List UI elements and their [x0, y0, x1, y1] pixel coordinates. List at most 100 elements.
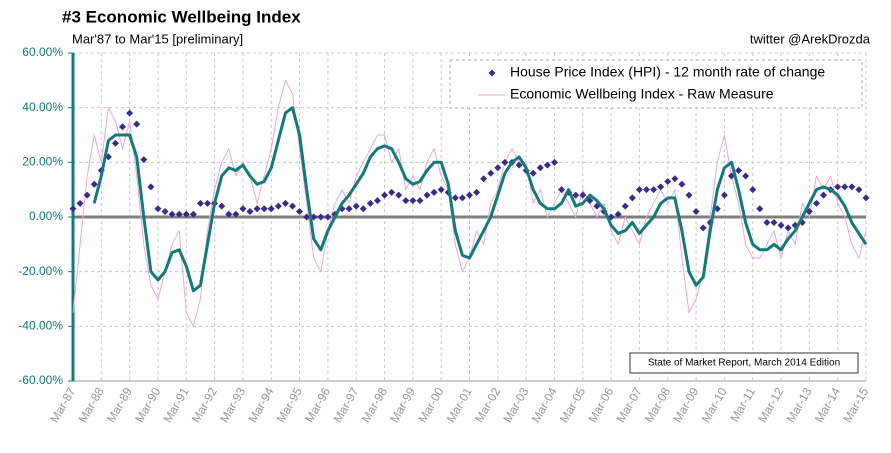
- data-point: [699, 224, 707, 232]
- data-point: [692, 208, 700, 216]
- x-tick-label: Mar-13: [784, 385, 815, 425]
- y-tick-label: 20.00%: [22, 155, 63, 169]
- data-point: [494, 164, 502, 172]
- data-point: [189, 210, 197, 218]
- data-point: [83, 191, 91, 199]
- data-point: [402, 197, 410, 205]
- chart-title: #3 Economic Wellbeing Index: [62, 7, 301, 26]
- data-point: [317, 213, 325, 221]
- data-point: [69, 205, 77, 213]
- x-tick-label: Mar-90: [132, 385, 163, 425]
- data-point: [281, 199, 289, 207]
- data-point: [373, 197, 381, 205]
- series-line: [92, 106, 868, 293]
- y-tick-label: -20.00%: [18, 264, 63, 278]
- x-tick-label: Mar-03: [500, 385, 531, 425]
- annotation: State of Market Report, March 2014 Editi…: [648, 358, 840, 369]
- data-point: [473, 188, 481, 196]
- y-tick-label: -40.00%: [18, 319, 63, 333]
- x-tick-label: Mar-11: [727, 385, 758, 424]
- data-point: [643, 186, 651, 194]
- data-point: [423, 191, 431, 199]
- data-point: [239, 205, 247, 213]
- data-point: [204, 199, 212, 207]
- x-tick-label: Mar-15: [840, 385, 871, 425]
- x-tick-label: Mar-96: [302, 385, 333, 425]
- data-point: [685, 191, 693, 199]
- y-tick-label: 40.00%: [22, 100, 63, 114]
- data-point: [119, 123, 127, 131]
- data-point: [111, 139, 119, 147]
- data-point: [812, 199, 820, 207]
- data-point: [621, 202, 629, 210]
- x-tick-label: Mar-87: [47, 385, 78, 425]
- data-point: [288, 202, 296, 210]
- x-tick-label: Mar-14: [812, 385, 843, 425]
- legend-marker: [488, 69, 496, 77]
- data-point: [749, 186, 757, 194]
- x-tick-label: Mar-89: [104, 385, 135, 425]
- x-tick-label: Mar-99: [387, 385, 418, 425]
- data-point: [650, 186, 658, 194]
- x-tick-label: Mar-01: [444, 385, 475, 425]
- data-point: [182, 210, 190, 218]
- x-tick-label: Mar-94: [245, 385, 276, 425]
- data-point: [720, 191, 728, 199]
- legend-box: [449, 59, 863, 109]
- data-point: [133, 120, 141, 128]
- data-point: [735, 167, 743, 175]
- data-point: [267, 205, 275, 213]
- data-point: [416, 197, 424, 205]
- data-point: [572, 191, 580, 199]
- x-tick-label: Mar-91: [160, 385, 191, 425]
- data-point: [140, 156, 148, 164]
- data-point: [820, 191, 828, 199]
- x-tick-label: Mar-12: [755, 385, 786, 425]
- x-tick-label: Mar-09: [670, 385, 701, 425]
- legend-label: Economic Wellbeing Index - Raw Measure: [510, 86, 774, 102]
- data-point: [515, 161, 523, 169]
- data-point: [381, 191, 389, 199]
- data-point: [147, 183, 155, 191]
- chart-subtitle: Mar'87 to Mar'15 [preliminary]: [72, 31, 243, 46]
- data-point: [770, 218, 778, 226]
- x-tick-label: Mar-02: [472, 385, 503, 425]
- data-point: [161, 208, 169, 216]
- x-tick-label: Mar-04: [529, 385, 560, 425]
- data-point: [232, 210, 240, 218]
- data-point: [536, 164, 544, 172]
- data-point: [678, 180, 686, 188]
- data-point: [664, 177, 672, 185]
- data-point: [628, 194, 636, 202]
- x-tick-label: Mar-08: [642, 385, 673, 425]
- y-tick-label: 0.00%: [29, 209, 63, 223]
- data-point: [848, 183, 856, 191]
- data-point: [324, 213, 332, 221]
- data-point: [635, 186, 643, 194]
- data-point: [501, 158, 509, 166]
- data-point: [260, 205, 268, 213]
- data-point: [784, 224, 792, 232]
- data-point: [466, 191, 473, 199]
- x-tick-label: Mar-98: [359, 385, 390, 425]
- data-point: [834, 183, 842, 191]
- data-point: [366, 199, 374, 207]
- x-tick-label: Mar-88: [76, 385, 107, 425]
- data-point: [487, 169, 495, 177]
- data-point: [862, 194, 870, 202]
- data-point: [855, 186, 863, 194]
- data-point: [579, 191, 587, 199]
- data-point: [756, 205, 764, 213]
- data-point: [90, 180, 98, 188]
- x-tick-label: Mar-97: [330, 385, 361, 425]
- x-tick-label: Mar-93: [217, 385, 248, 425]
- data-point: [352, 202, 360, 210]
- x-tick-label: Mar-10: [699, 385, 730, 425]
- data-point: [218, 202, 226, 210]
- data-point: [154, 205, 162, 213]
- legend-label: House Price Index (HPI) - 12 month rate …: [510, 64, 825, 80]
- data-point: [529, 169, 537, 177]
- data-point: [430, 188, 438, 196]
- data-point: [480, 175, 488, 183]
